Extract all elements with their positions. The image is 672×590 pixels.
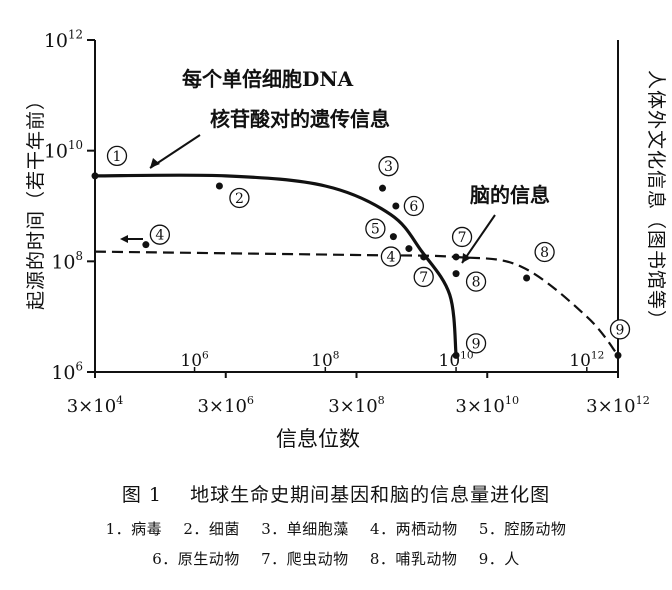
point-label: 9	[616, 322, 625, 338]
legend-line-2: 6．原生动物 7．爬虫动物 8．哺乳动物 9．人	[0, 548, 672, 569]
data-point	[91, 172, 99, 180]
y-tick-label: 1010	[44, 138, 83, 163]
point-label-ring	[534, 241, 555, 263]
point-label: 9	[472, 336, 481, 352]
figure-title: 地球生命史期间基因和脑的信息量进化图	[190, 484, 551, 506]
legend-item: 9．人	[478, 550, 520, 568]
point-label-ring	[149, 224, 171, 245]
legend-item: 3．单细胞藻	[261, 520, 349, 538]
point-label-ring	[378, 156, 399, 177]
figure-label: 图 1	[121, 484, 162, 506]
x-tick-label: 3×106	[197, 394, 254, 417]
x-secondary-tick-label: 106	[180, 349, 209, 371]
y-tick-label: 108	[51, 249, 83, 274]
point-label-ring	[229, 187, 250, 209]
y-axis-right-title: 人体外文化信息（图书馆等）	[645, 70, 667, 330]
data-point	[452, 270, 460, 278]
point-label-ring	[609, 319, 631, 340]
point-label-ring	[465, 271, 487, 292]
plot-frame: 1012 1010 108 106 3×104 3×106 3×108 3×1010 3×101…	[44, 27, 650, 417]
annotation-arrow-dna	[149, 134, 201, 169]
point-label-ring	[365, 218, 386, 239]
legend-item: 5．腔肠动物	[478, 520, 567, 538]
brain-info-curve	[94, 250, 619, 356]
data-point	[523, 274, 531, 282]
annotation-arrow-dna-head	[150, 158, 160, 168]
point-label-ring	[403, 195, 425, 217]
x-tick-label: 3×1010	[455, 394, 519, 417]
data-point	[392, 202, 400, 210]
point-label-ring	[451, 226, 473, 248]
point-label-ring	[413, 266, 434, 288]
data-point	[420, 253, 428, 261]
x-axis-title: 信息位数	[276, 427, 360, 451]
point-label-ring	[106, 145, 128, 167]
pointer-arrow-4-head	[120, 235, 128, 243]
data-point	[405, 245, 413, 253]
data-point	[614, 351, 622, 359]
point-label: 1	[113, 149, 122, 165]
annotation-brain: 脑的信息	[470, 183, 550, 207]
dna-info-curve	[94, 173, 458, 356]
annotation-dna-line1: 每个单倍细胞DNA	[182, 67, 354, 91]
figure-caption: 图 1 地球生命史期间基因和脑的信息量进化图	[0, 480, 672, 507]
x-secondary-tick-label: 1012	[569, 349, 604, 371]
point-label: 7	[458, 230, 467, 246]
y-tick-label: 1012	[44, 27, 83, 52]
legend-item: 1．病毒	[105, 520, 163, 538]
point-label: 5	[371, 222, 380, 238]
legend-item: 4．两栖动物	[370, 520, 458, 538]
data-point	[389, 233, 397, 241]
y-axis-left-title: 起源的时间（若干年前）	[25, 90, 47, 310]
data-point	[215, 182, 223, 190]
point-label-ring	[380, 246, 402, 267]
data-point	[379, 184, 387, 192]
point-label: 7	[419, 270, 428, 286]
point-label: 4	[155, 228, 164, 244]
data-point	[452, 253, 460, 261]
point-label: 2	[235, 191, 244, 207]
data-point	[142, 241, 150, 249]
x-secondary-tick-label: 108	[311, 349, 339, 371]
annotation-arrow-brain	[461, 214, 496, 264]
legend-item: 2．细菌	[183, 520, 240, 538]
legend-item: 7．爬虫动物	[261, 550, 349, 568]
annotation-arrow-brain-head	[462, 253, 471, 263]
point-label: 4	[386, 250, 395, 266]
y-tick-label: 106	[51, 359, 83, 384]
info-evolution-chart: 1012 1010 108 106 3×104 3×106 3×108 3×1010 3×101…	[25, 27, 667, 451]
point-label: 8	[472, 275, 481, 291]
data-point	[452, 351, 460, 359]
x-tick-label: 3×1012	[586, 394, 650, 417]
x-tick-label: 3×104	[67, 394, 124, 417]
point-label: 6	[409, 199, 418, 215]
legend-item: 6．原生动物	[152, 550, 240, 568]
legend-item: 8．哺乳动物	[369, 550, 458, 568]
point-label: 3	[384, 159, 393, 175]
point-label-ring	[465, 333, 487, 354]
legend-line-1: 1．病毒 2．细菌 3．单细胞藻 4．两栖动物 5．腔肠动物	[0, 518, 672, 539]
annotation-dna-line2: 核苷酸对的遗传信息	[210, 107, 390, 131]
point-label: 8	[540, 245, 549, 261]
x-tick-label: 3×108	[328, 394, 385, 417]
